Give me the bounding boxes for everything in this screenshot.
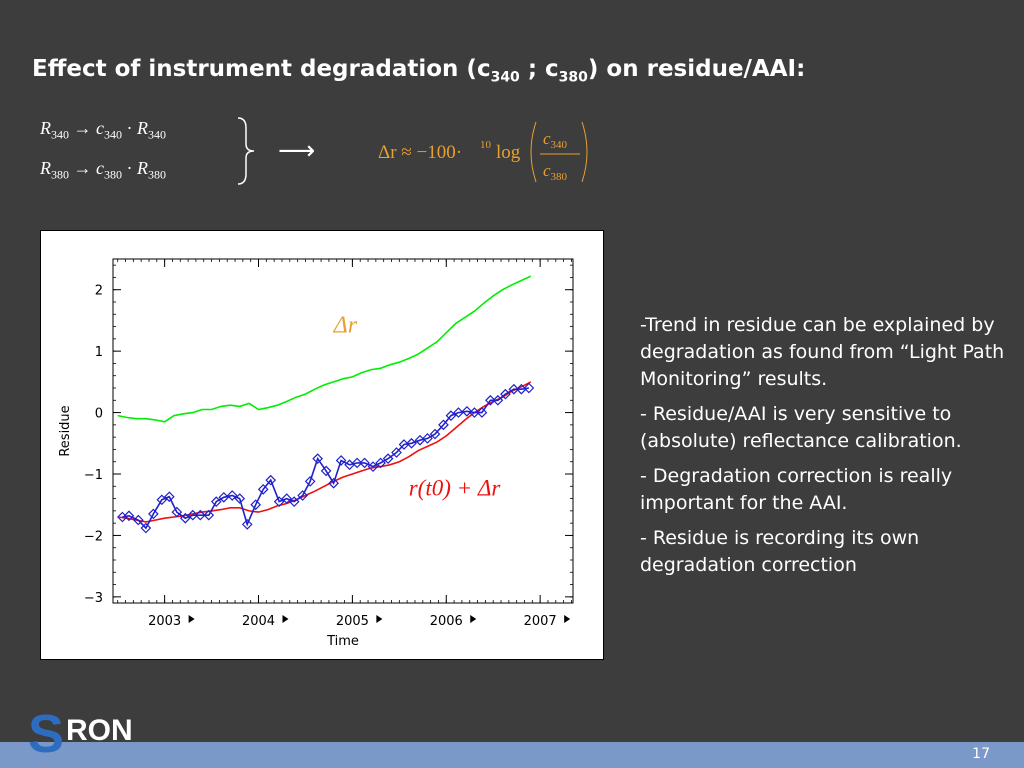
y-axis-label: Residue <box>58 405 73 456</box>
residue-chart-panel: −3 −2 −1 0 1 2 2003 2004 2005 2006 2007 Time Residue… <box>40 230 604 660</box>
blue-diamond-marker <box>123 510 135 522</box>
blue-diamond-marker <box>156 494 168 506</box>
blue-diamond-marker <box>304 476 316 487</box>
play-arrow-icon <box>564 615 571 623</box>
y-tick-label: −3 <box>84 591 103 606</box>
bullet-item: - Degradation correction is really impor… <box>640 465 953 514</box>
play-arrow-icon <box>470 615 477 623</box>
equation-system: R340 → c340 · R340 R380 → c380 · R380 <box>40 116 250 188</box>
blue-diamond-marker <box>297 490 308 501</box>
blue-diamond-marker <box>429 428 441 440</box>
blue-diamond-marker <box>359 457 370 469</box>
y-tick-label: −2 <box>84 529 103 544</box>
blue-diamond-marker <box>187 509 199 521</box>
blue-diamond-marker <box>218 491 230 503</box>
blue-diamond-marker <box>375 457 386 469</box>
y-tick-label: 1 <box>95 345 103 360</box>
blue-diamond-marker <box>391 447 402 458</box>
blue-diamond-marker <box>453 407 464 418</box>
play-arrow-icon <box>376 615 383 623</box>
x-tick-label: 2005 <box>336 614 369 629</box>
logo-text: RON <box>66 714 133 747</box>
equation-line-380: R380 → c380 · R380 <box>40 158 166 182</box>
blue-diamond-marker <box>171 506 183 518</box>
blue-diamond-marker <box>351 457 363 469</box>
bullet-item: -Trend in residue can be explained by de… <box>640 314 1005 390</box>
x-tick-label: 2006 <box>430 614 463 629</box>
formula-lhs: Δr ≈ −100· <box>378 142 462 163</box>
blue-diamond-marker <box>500 388 511 400</box>
blue-diamond-marker <box>281 493 293 504</box>
right-brace-icon <box>237 117 255 185</box>
blue-diamond-marker <box>288 496 300 507</box>
play-arrow-icon <box>188 615 195 623</box>
blue-diamond-marker <box>328 477 339 489</box>
slide-title: Effect of instrument degradation (c340 ;… <box>32 56 806 86</box>
blue-diamond-marker <box>469 407 480 418</box>
blue-diamond-marker <box>273 496 285 507</box>
blue-diamond-marker <box>492 394 504 406</box>
logo-initial: S <box>28 704 64 756</box>
play-arrow-icon <box>282 615 289 623</box>
x-axis-label: Time <box>326 634 359 649</box>
blue-diamond-marker <box>485 394 496 406</box>
footer-bar <box>0 742 1024 768</box>
blue-diamond-marker <box>382 453 394 464</box>
x-tick-label: 2004 <box>242 614 275 629</box>
blue-diamond-marker <box>140 522 152 534</box>
blue-diamond-marker <box>132 514 144 526</box>
blue-diamond-marker <box>406 437 417 449</box>
blue-diamond-marker <box>461 405 473 417</box>
plot-frame <box>112 258 574 604</box>
blue-diamond-marker <box>148 508 159 520</box>
blue-diamond-marker <box>257 484 269 495</box>
red-series-line <box>117 381 532 523</box>
y-tick-label: 2 <box>95 284 103 299</box>
x-tick-label: 2003 <box>148 614 181 629</box>
blue-diamond-marker <box>241 519 253 530</box>
formula-numerator: c340 <box>543 129 568 151</box>
green-series-line <box>117 275 532 423</box>
blue-diamond-marker <box>523 382 535 394</box>
degradation-formula: Δr ≈ −100· 10 log c340 c380 <box>376 116 596 194</box>
blue-diamond-marker <box>226 490 238 501</box>
blue-diamond-marker <box>163 491 175 503</box>
blue-series-line <box>122 387 530 530</box>
y-tick-label: 0 <box>95 407 103 422</box>
blue-diamond-marker <box>438 419 449 431</box>
sron-logo: S RON <box>28 704 133 756</box>
blue-diamond-marker <box>508 383 520 395</box>
blue-diamond-marker <box>250 499 262 511</box>
delta-r-annotation: Δr <box>333 313 358 339</box>
long-right-arrow-icon: ⟶ <box>278 136 316 166</box>
blue-diamond-marker <box>312 453 324 464</box>
blue-diamond-marker <box>476 407 488 418</box>
formula-denominator: c380 <box>543 161 568 183</box>
bullet-list: -Trend in residue can be explained by de… <box>640 312 1012 587</box>
blue-diamond-marker <box>179 512 191 524</box>
blue-diamond-marker <box>367 461 379 472</box>
bullet-item: - Residue is recording its own degradati… <box>640 527 920 576</box>
blue-diamond-marker <box>265 474 277 486</box>
page-number: 17 <box>972 746 990 762</box>
blue-diamond-marker <box>210 496 222 507</box>
equation-line-340: R340 → c340 · R340 <box>40 118 166 142</box>
blue-diamond-marker <box>335 455 347 466</box>
formula-superscript: 10 <box>480 139 492 151</box>
x-tick-label: 2007 <box>524 614 557 629</box>
bullet-item: - Residue/AAI is very sensitive to (abso… <box>640 403 962 452</box>
blue-diamond-marker <box>445 410 457 421</box>
blue-diamond-marker <box>234 493 246 504</box>
blue-diamond-marker <box>422 433 433 444</box>
blue-diamond-marker <box>203 509 215 521</box>
formula-log: log <box>496 142 521 163</box>
formula-graphic: Δr ≈ −100· 10 log c340 c380 <box>378 121 588 183</box>
residue-chart: −3 −2 −1 0 1 2 2003 2004 2005 2006 2007 Time Residue… <box>58 258 574 649</box>
blue-diamond-marker <box>194 509 206 521</box>
blue-diamond-marker <box>320 465 332 477</box>
y-tick-label: −1 <box>84 468 103 483</box>
r-t0-plus-delta-r-annotation: r(t0) + Δr <box>409 476 502 501</box>
